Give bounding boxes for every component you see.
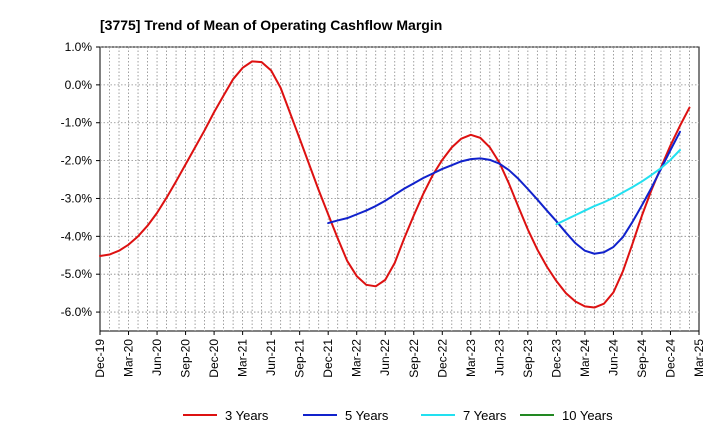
x-tick-label: Jun-20 [150,339,164,376]
x-axis: Dec-19 Mar-20 Jun-20 Sep-20 Dec-20 Mar-21 Jun-… [93,331,706,378]
x-tick-label: Dec-24 [663,339,677,378]
x-tick-label: Mar-20 [122,339,136,377]
x-tick-label: Sep-22 [407,339,421,378]
y-tick-label: -2.0% [61,154,93,168]
x-tick-label: Mar-23 [464,339,478,377]
x-tick-label: Jun-21 [264,339,278,376]
y-tick-label: -3.0% [61,191,93,205]
series-line-3-years [99,60,691,309]
x-tick-label: Jun-22 [378,339,392,376]
series-line-7-years [555,149,681,226]
y-tick-label: 1.0% [65,40,93,54]
x-tick-label: Mar-25 [692,339,706,377]
series-line-5-years [327,130,681,255]
plot-frame [99,46,700,332]
x-tick-label: Dec-21 [321,339,335,378]
legend-label-10-years: 10 Years [562,408,613,423]
x-tick-label: Mar-24 [578,339,592,377]
legend: 3 Years 5 Years 7 Years 10 Years [183,408,613,423]
x-tick-label: Sep-24 [635,339,649,378]
x-tick-label: Jun-23 [492,339,506,376]
y-tick-label: -1.0% [61,116,93,130]
y-tick-label: 0.0% [65,78,93,92]
x-tick-label: Sep-23 [521,339,535,378]
grid-layer [100,46,699,331]
x-tick-label: Dec-22 [435,339,449,378]
series-layer [99,60,691,309]
legend-label-5-years: 5 Years [345,408,389,423]
x-tick-label: Sep-20 [179,339,193,378]
x-tick-label: Jun-24 [606,339,620,376]
x-tick-label: Dec-19 [93,339,107,378]
x-tick-label: Mar-21 [236,339,250,377]
x-tick-label: Dec-20 [207,339,221,378]
legend-label-7-years: 7 Years [463,408,507,423]
y-axis: 1.0% 0.0% -1.0% -2.0% -3.0% -4.0% -5.0% -6.0% [61,40,100,319]
legend-label-3-years: 3 Years [225,408,269,423]
x-tick-label: Mar-22 [350,339,364,377]
x-tick-label: Sep-21 [293,339,307,378]
chart-title: [3775] Trend of Mean of Operating Cashfl… [100,17,442,33]
y-tick-label: -6.0% [61,305,93,319]
y-tick-label: -4.0% [61,229,93,243]
y-tick-label: -5.0% [61,267,93,281]
x-tick-label: Dec-23 [549,339,563,378]
